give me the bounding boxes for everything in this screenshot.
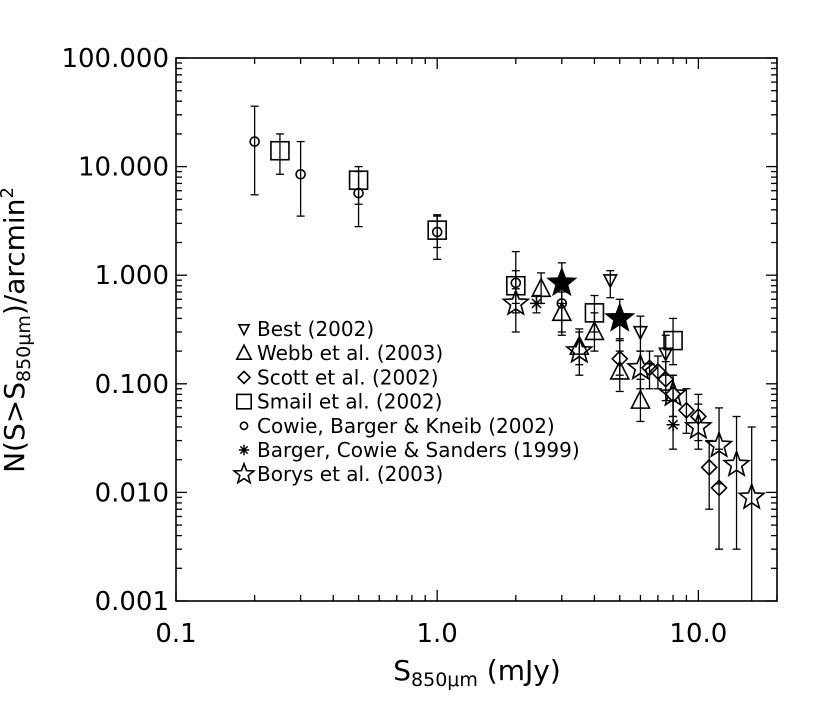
data-point-borys-et-al-2003: [501, 288, 531, 316]
data-point-smail-et-al-2002: [663, 330, 683, 351]
legend-entry-scott-et-al-2002: Scott et al. (2002): [236, 365, 439, 389]
data-point-webb-et-al-2003: [568, 334, 590, 355]
legend-entry-cowie-barger-kneib-2002: Cowie, Barger & Kneib (2002): [239, 414, 555, 438]
x-tick-label: 10.0: [669, 619, 727, 649]
data-point-cowie-barger-kneib-2002: [295, 168, 306, 180]
data-point-best-2002: [658, 347, 674, 363]
data-point-scott-et-al-2002: [657, 370, 675, 388]
data-point-webb-et-al-2003: [530, 277, 552, 298]
data-point-smail-et-al-2002: [427, 220, 447, 240]
legend-entry-borys-et-al-2003: Borys et al. (2003): [231, 461, 443, 486]
data-points-group: [249, 136, 767, 510]
legend-label: Webb et al. (2003): [257, 341, 443, 365]
plot-frame: [175, 57, 778, 602]
axes-group: 0.1 1.0 10.0 0.001 0.010 0.100 1.000 10.000 100.…: [61, 44, 778, 649]
data-point-borys-et-al-2003: [722, 449, 752, 478]
data-point-cowie-barger-kneib-2002: [510, 277, 522, 289]
data-point-smail-et-al-2002: [584, 303, 605, 323]
legend-label: Scott et al. (2002): [257, 365, 439, 389]
data-point-borys-et-al-2003: [658, 379, 688, 407]
legend-marker-triangle-up: [235, 343, 253, 361]
x-axis-label: S850μm (mJy): [393, 654, 561, 691]
data-point-webb-et-al-2003: [551, 301, 573, 322]
legend-label: Barger, Cowie & Sanders (1999): [257, 438, 580, 462]
data-point-borys-et-al-2003: [683, 411, 713, 440]
data-point-filled-star: [546, 266, 578, 297]
legend-label: Borys et al. (2003): [257, 462, 443, 486]
y-tick-label: 0.010: [95, 478, 169, 508]
legend-entry-best-2002: Best (2002): [237, 317, 374, 341]
legend-marker-square: [236, 393, 253, 410]
legend-entry-smail-et-al-2002: Smail et al. (2002): [236, 390, 442, 414]
data-point-cowie-barger-kneib-2002: [249, 136, 260, 147]
data-point-borys-et-al-2003: [564, 335, 594, 364]
legend-entry-barger-cowie-sanders-1999: Barger, Cowie & Sanders (1999): [238, 438, 580, 462]
data-point-webb-et-al-2003: [630, 388, 651, 409]
y-tick-label: 1.000: [95, 261, 169, 291]
data-point-scott-et-al-2002: [710, 479, 728, 497]
data-point-cowie-barger-kneib-2002: [353, 187, 364, 199]
legend-marker-circle: [239, 421, 249, 431]
data-point-barger-cowie-sanders-1999: [666, 418, 680, 432]
data-point-cowie-barger-kneib-2002: [556, 298, 568, 309]
data-point-scott-et-al-2002: [700, 458, 718, 477]
y-tick-label: 0.100: [95, 370, 169, 400]
data-point-best-2002: [602, 274, 618, 289]
y-tick-label: 0.001: [95, 587, 169, 617]
data-point-smail-et-al-2002: [270, 140, 290, 161]
legend-marker-star: [231, 461, 257, 485]
legend-marker-asterisk: [238, 444, 250, 456]
legend-label: Smail et al. (2002): [257, 390, 442, 414]
legend-marker-triangle-down: [237, 323, 251, 337]
data-point-best-2002: [632, 325, 649, 341]
y-axis-label: N(S>S850μm)/arcmin2: [0, 187, 35, 473]
x-tick-label: 0.1: [155, 619, 196, 649]
data-point-scott-et-al-2002: [611, 350, 629, 368]
legend-label: Best (2002): [257, 317, 374, 341]
data-point-webb-et-al-2003: [609, 359, 631, 380]
data-point-scott-et-al-2002: [689, 407, 708, 426]
x-tick-label: 1.0: [417, 619, 458, 649]
data-point-filled-star: [604, 301, 636, 332]
data-point-webb-et-al-2003: [584, 320, 605, 341]
data-point-cowie-barger-kneib-2002: [431, 226, 443, 238]
data-point-borys-et-al-2003: [704, 430, 734, 458]
data-point-borys-et-al-2003: [737, 482, 767, 510]
data-point-barger-cowie-sanders-1999: [529, 296, 543, 310]
data-point-borys-et-al-2003: [625, 352, 655, 381]
y-tick-label: 100.000: [61, 44, 169, 74]
data-point-scott-et-al-2002: [640, 359, 659, 377]
legend-marker-diamond: [236, 370, 252, 385]
data-point-scott-et-al-2002: [677, 401, 696, 419]
data-point-scott-et-al-2002: [664, 385, 682, 403]
legend-entry-webb-et-al-2003: Webb et al. (2003): [235, 341, 443, 365]
legend-label: Cowie, Barger & Kneib (2002): [257, 414, 555, 438]
legend: Best (2002)Webb et al. (2003)Scott et al…: [231, 317, 580, 486]
y-tick-label: 10.000: [78, 153, 169, 183]
data-point-smail-et-al-2002: [506, 275, 526, 296]
